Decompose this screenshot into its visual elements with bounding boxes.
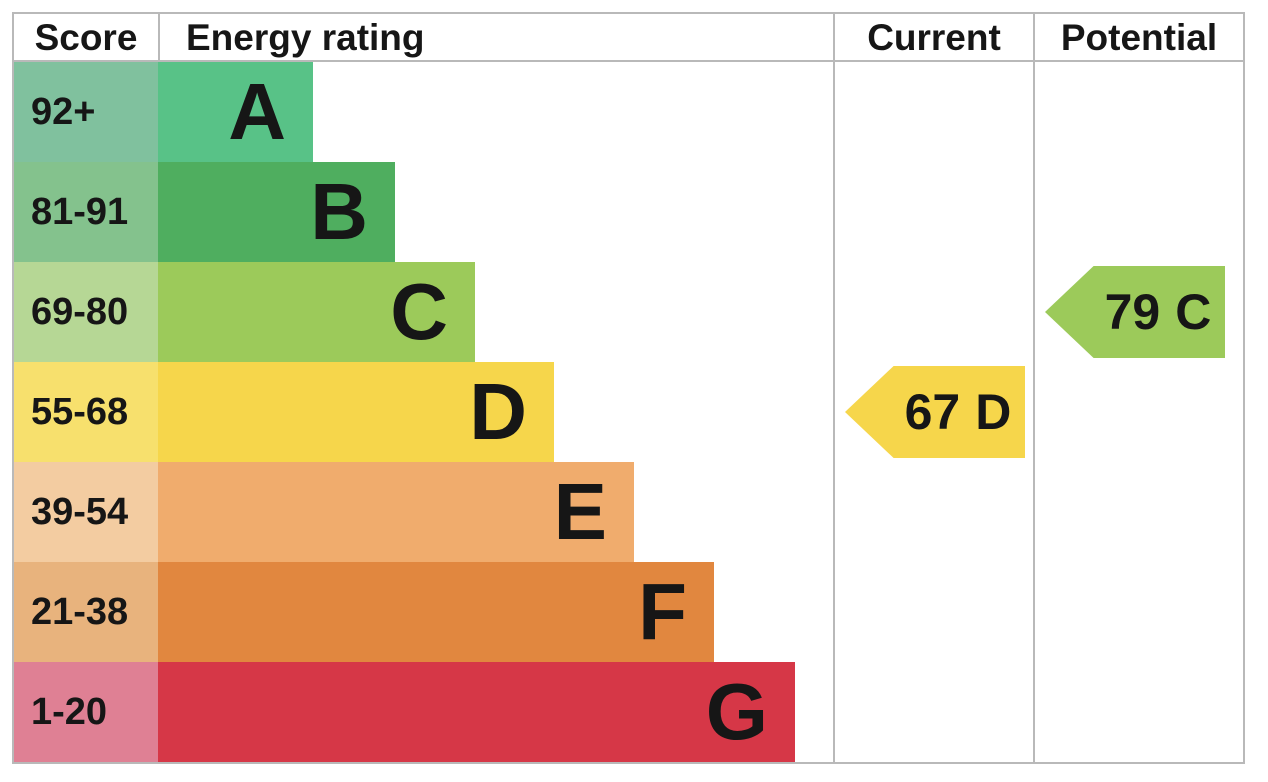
- rating-bar: D: [158, 362, 554, 462]
- rating-bar: C: [158, 262, 475, 362]
- rating-bands-area: 92+ A 81-91 B 69-80 C 55-68 D 39-54 E 21…: [14, 62, 1243, 762]
- score-range-label: 55-68: [14, 362, 158, 462]
- rating-band-row: 39-54 E: [14, 462, 1243, 562]
- rating-band-row: 69-80 C: [14, 262, 1243, 362]
- rating-bar: F: [158, 562, 714, 662]
- rating-letter: B: [310, 167, 368, 256]
- rating-letter: E: [553, 467, 607, 556]
- current-column-divider: [833, 62, 835, 762]
- rating-band-row: 1-20 G: [14, 662, 1243, 762]
- rating-bar: G: [158, 662, 795, 762]
- rating-band-row: 81-91 B: [14, 162, 1243, 262]
- table-header-row: Score Energy rating Current Potential: [14, 14, 1243, 62]
- header-energy-rating: Energy rating: [186, 16, 425, 58]
- rating-letter: C: [390, 267, 448, 356]
- score-range-label: 69-80: [14, 262, 158, 362]
- rating-bar: B: [158, 162, 395, 262]
- rating-band-row: 55-68 D: [14, 362, 1243, 462]
- score-range-label: 81-91: [14, 162, 158, 262]
- score-range-label: 21-38: [14, 562, 158, 662]
- rating-letter: D: [469, 367, 527, 456]
- epc-table: Score Energy rating Current Potential 92…: [12, 12, 1245, 764]
- current-rating-value: 67: [904, 384, 961, 440]
- header-score: Score: [14, 14, 160, 60]
- rating-letter: A: [228, 67, 286, 156]
- header-potential: Potential: [1033, 14, 1243, 60]
- score-range-label: 1-20: [14, 662, 158, 762]
- score-range-label: 92+: [14, 62, 158, 162]
- rating-bar: A: [158, 62, 313, 162]
- header-current: Current: [833, 14, 1033, 60]
- score-range-label: 39-54: [14, 462, 158, 562]
- rating-bar: E: [158, 462, 634, 562]
- potential-column-divider: [1033, 62, 1035, 762]
- rating-letter: G: [705, 667, 768, 756]
- rating-band-row: 92+ A: [14, 62, 1243, 162]
- current-rating-letter: D: [975, 384, 1012, 440]
- potential-rating-value: 79: [1104, 284, 1161, 340]
- rating-letter: F: [638, 567, 687, 656]
- potential-rating-letter: C: [1175, 284, 1212, 340]
- rating-band-row: 21-38 F: [14, 562, 1243, 662]
